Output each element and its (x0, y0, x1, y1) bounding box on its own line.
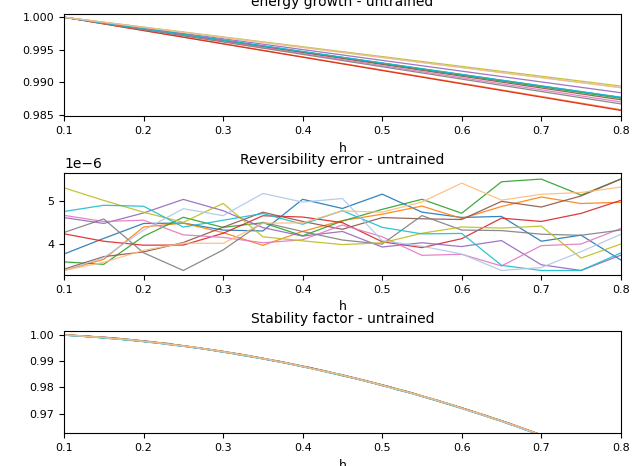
Title: Reversibility error - untrained: Reversibility error - untrained (240, 153, 445, 167)
Title: energy growth - untrained: energy growth - untrained (252, 0, 433, 9)
Title: Stability factor - untrained: Stability factor - untrained (251, 312, 434, 326)
X-axis label: h: h (339, 300, 346, 313)
X-axis label: h: h (339, 459, 346, 466)
X-axis label: h: h (339, 142, 346, 155)
